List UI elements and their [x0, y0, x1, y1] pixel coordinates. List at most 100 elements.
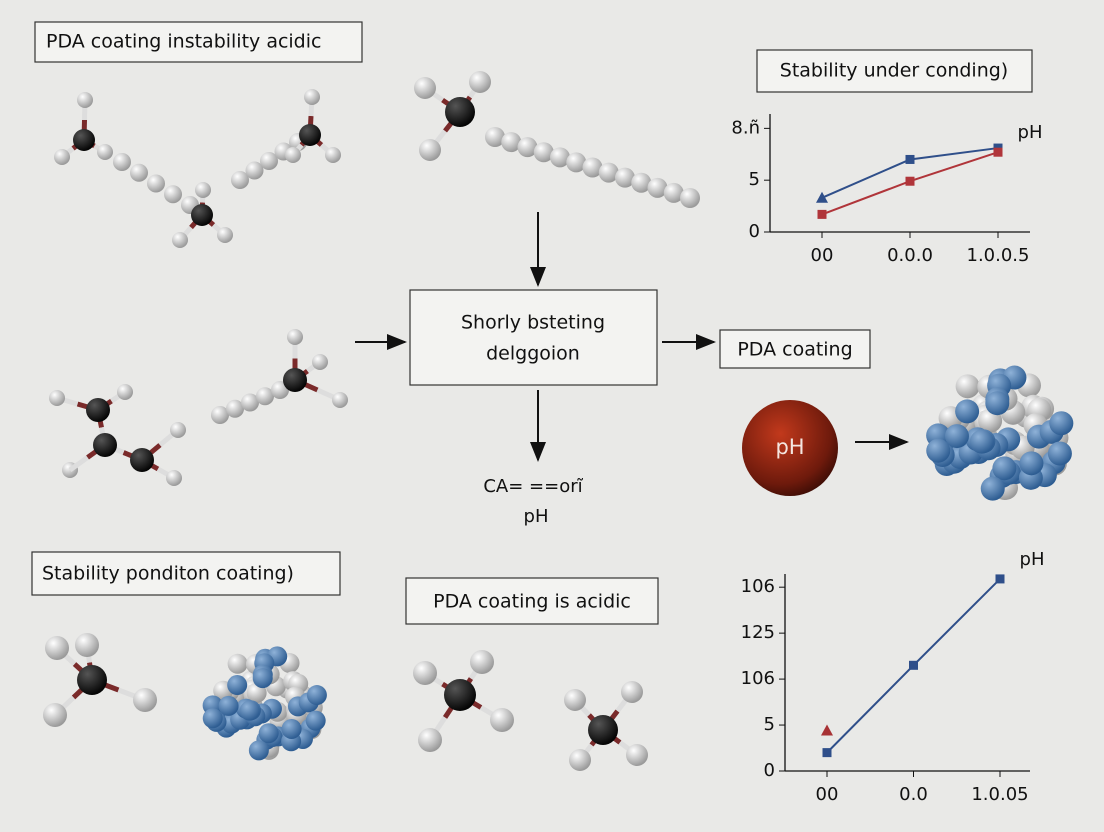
x-tick-label: 0.0	[899, 784, 928, 805]
atom	[147, 174, 165, 193]
label: delggoion	[486, 343, 580, 365]
atom	[1049, 411, 1074, 436]
atom	[227, 653, 248, 674]
y-tick-label: 5	[764, 714, 775, 735]
atom	[1047, 441, 1072, 466]
label: pH	[524, 506, 549, 527]
atom	[75, 633, 99, 657]
atom	[1019, 451, 1044, 476]
atom	[49, 390, 65, 406]
y-tick-label: 0	[749, 221, 760, 242]
atom	[218, 695, 239, 716]
atom	[217, 227, 233, 243]
atom	[490, 708, 514, 732]
atom	[413, 661, 437, 685]
x-tick-label: 00	[811, 245, 834, 266]
atom	[77, 92, 93, 108]
atom	[260, 152, 278, 170]
atom	[239, 700, 260, 721]
atom	[304, 89, 320, 105]
atom	[166, 470, 182, 486]
atom	[325, 147, 341, 163]
atom	[992, 456, 1017, 481]
atom	[469, 71, 491, 93]
atom	[211, 406, 229, 424]
atom	[226, 399, 244, 418]
atom	[306, 685, 327, 706]
point	[905, 176, 915, 186]
label: PDA coating instability acidic	[46, 31, 321, 53]
x-tick-label: 1.0.0.5	[967, 245, 1030, 266]
atom	[231, 171, 249, 189]
arrows	[355, 212, 909, 462]
atom	[550, 147, 570, 168]
y-tick-label: 125	[741, 622, 775, 643]
atom	[533, 142, 554, 163]
atom	[73, 129, 95, 151]
point	[905, 154, 915, 164]
atom	[285, 147, 301, 163]
atom	[164, 185, 182, 204]
atom	[663, 182, 684, 203]
atom	[86, 398, 110, 422]
label: pH	[775, 435, 804, 459]
atom	[517, 137, 538, 158]
atom	[980, 476, 1005, 501]
point	[822, 748, 832, 758]
atom	[588, 715, 618, 745]
atom	[241, 393, 259, 412]
atom	[45, 636, 69, 660]
axis-label: pH	[1020, 549, 1045, 570]
atom	[969, 429, 994, 454]
atom	[621, 681, 643, 703]
x-tick-label: 1.0.05	[971, 784, 1028, 805]
ph-sphere	[742, 400, 838, 496]
atom	[564, 689, 586, 711]
atom	[955, 399, 980, 424]
label: Stability ponditon coating)	[42, 563, 294, 585]
atom	[258, 723, 279, 744]
atom	[418, 728, 442, 752]
atom	[582, 157, 603, 178]
atom	[97, 144, 113, 160]
title-box	[756, 49, 1033, 93]
atom	[172, 232, 188, 248]
axis-label: pH	[1018, 122, 1043, 143]
atom	[501, 132, 522, 153]
atom	[444, 679, 476, 711]
x-tick-label: 00	[816, 784, 839, 805]
atom	[485, 127, 505, 147]
atom	[245, 161, 264, 180]
atom	[566, 152, 587, 173]
atom	[117, 384, 133, 400]
atom	[281, 718, 302, 739]
atom	[252, 668, 273, 689]
atom	[598, 162, 619, 183]
atom	[256, 387, 274, 406]
atom	[170, 422, 186, 438]
label-box	[719, 329, 871, 369]
atom	[248, 740, 269, 761]
atom	[419, 139, 441, 161]
atom	[202, 708, 223, 729]
point	[909, 660, 918, 670]
point	[816, 191, 828, 203]
atom	[93, 433, 117, 457]
atom	[77, 665, 107, 695]
atom	[626, 744, 648, 766]
point	[995, 574, 1005, 584]
atom	[54, 149, 70, 165]
atom	[631, 172, 652, 193]
atom	[647, 177, 668, 198]
atom	[955, 374, 980, 399]
atom	[227, 675, 248, 696]
atom	[985, 391, 1010, 416]
atom	[283, 368, 307, 392]
point	[817, 209, 827, 219]
atom	[332, 392, 348, 408]
atom	[130, 163, 148, 182]
atom	[195, 182, 211, 198]
y-tick-label: 106	[741, 576, 775, 597]
atom	[113, 153, 131, 171]
